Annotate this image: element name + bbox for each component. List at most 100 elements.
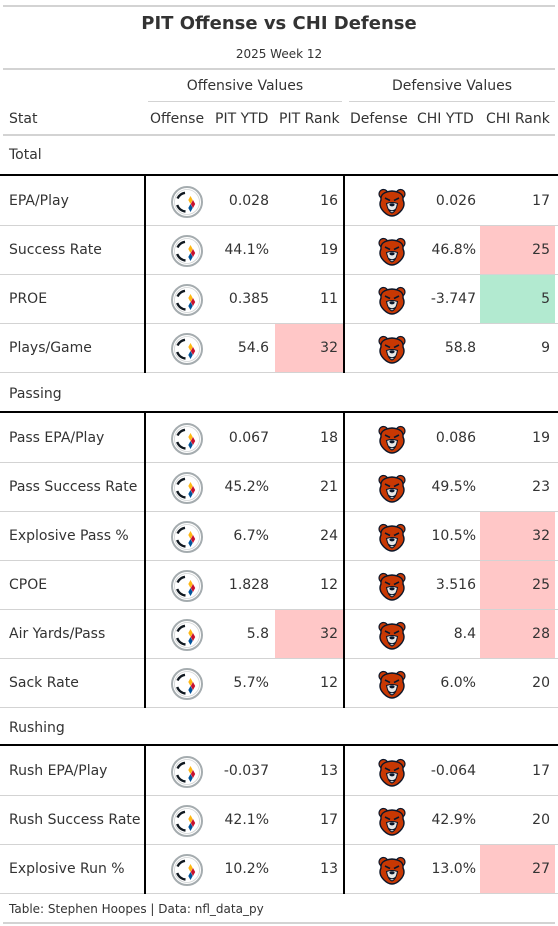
pit-rank-value: 12 bbox=[320, 675, 338, 691]
chi-rank-value: 9 bbox=[541, 340, 550, 356]
table-row: Plays/Game 54.6 32 58.8 9 bbox=[0, 324, 558, 373]
pit-rank-value: 32 bbox=[320, 340, 338, 356]
pit-ytd-value: -0.037 bbox=[223, 763, 269, 779]
chi-ytd-value: 8.4 bbox=[453, 626, 476, 642]
chi-rank-value: 17 bbox=[532, 193, 550, 209]
column-header-chi-ytd: CHI YTD bbox=[417, 111, 474, 127]
steelers-logo-icon bbox=[171, 805, 203, 837]
chi-rank-value: 17 bbox=[532, 763, 550, 779]
chi-rank-value: 20 bbox=[532, 675, 550, 691]
chi-ytd-value: -3.747 bbox=[430, 291, 476, 307]
column-header-pit-rank: PIT Rank bbox=[279, 111, 340, 127]
stat-name: Rush Success Rate bbox=[9, 812, 141, 828]
stat-name: Pass EPA/Play bbox=[9, 430, 105, 446]
chi-rank-highlight bbox=[480, 845, 555, 893]
bears-logo-icon bbox=[378, 237, 406, 266]
column-header-rule bbox=[3, 134, 555, 136]
chi-ytd-value: 58.8 bbox=[444, 340, 476, 356]
chi-rank-value: 23 bbox=[532, 479, 550, 495]
pit-ytd-value: 42.1% bbox=[224, 812, 269, 828]
bears-logo-icon bbox=[378, 670, 406, 699]
pit-rank-highlight bbox=[275, 610, 343, 658]
steelers-logo-icon bbox=[171, 570, 203, 602]
chi-ytd-value: -0.064 bbox=[430, 763, 476, 779]
table-title: PIT Offense vs CHI Defense bbox=[141, 13, 417, 34]
stat-name: Air Yards/Pass bbox=[9, 626, 106, 642]
pit-ytd-value: 44.1% bbox=[224, 242, 269, 258]
pit-rank-value: 21 bbox=[320, 479, 338, 495]
bears-logo-icon bbox=[378, 572, 406, 601]
row-divider bbox=[0, 511, 558, 512]
steelers-logo-icon bbox=[171, 284, 203, 316]
pit-ytd-value: 5.8 bbox=[246, 626, 269, 642]
bears-logo-icon bbox=[378, 425, 406, 454]
stat-name: Sack Rate bbox=[9, 675, 79, 691]
pit-rank-value: 11 bbox=[320, 291, 338, 307]
chi-rank-value: 25 bbox=[532, 577, 550, 593]
table-row: EPA/Play 0.028 16 0.026 17 bbox=[0, 177, 558, 226]
steelers-logo-icon bbox=[171, 521, 203, 553]
pit-rank-value: 24 bbox=[320, 528, 338, 544]
chi-rank-highlight bbox=[480, 561, 555, 609]
chi-ytd-value: 10.5% bbox=[431, 528, 476, 544]
pit-rank-value: 16 bbox=[320, 193, 338, 209]
row-divider bbox=[0, 462, 558, 463]
defense-column-border bbox=[343, 411, 345, 708]
group-label-passing: Passing bbox=[9, 386, 62, 402]
pit-rank-value: 19 bbox=[320, 242, 338, 258]
table-row: Sack Rate 5.7% 12 6.0% 20 bbox=[0, 659, 558, 708]
pit-ytd-value: 5.7% bbox=[233, 675, 269, 691]
group-label-total: Total bbox=[9, 147, 42, 163]
pit-ytd-value: 1.828 bbox=[228, 577, 269, 593]
pit-rank-highlight bbox=[275, 324, 343, 372]
stat-name: CPOE bbox=[9, 577, 48, 593]
table-subtitle: 2025 Week 12 bbox=[235, 47, 323, 61]
table-row: Pass Success Rate 45.2% 21 49.5% 23 bbox=[0, 463, 558, 512]
steelers-logo-icon bbox=[171, 333, 203, 365]
chi-ytd-value: 3.516 bbox=[435, 577, 476, 593]
group-top-rule bbox=[0, 411, 558, 413]
bottom-rule bbox=[3, 922, 555, 924]
bears-logo-icon bbox=[378, 758, 406, 787]
bears-logo-icon bbox=[378, 807, 406, 836]
chi-ytd-value: 13.0% bbox=[431, 861, 476, 877]
steelers-logo-icon bbox=[171, 619, 203, 651]
chi-rank-value: 19 bbox=[532, 430, 550, 446]
column-header-stat: Stat bbox=[9, 111, 38, 127]
pit-ytd-value: 0.028 bbox=[228, 193, 269, 209]
chi-rank-value: 28 bbox=[532, 626, 550, 642]
column-header-defense: Defense bbox=[350, 111, 408, 127]
bears-logo-icon bbox=[378, 335, 406, 364]
bears-logo-icon bbox=[378, 621, 406, 650]
chi-rank-value: 20 bbox=[532, 812, 550, 828]
table-row: Rush EPA/Play -0.037 13 -0.064 17 bbox=[0, 747, 558, 796]
stat-name: EPA/Play bbox=[9, 193, 69, 209]
steelers-logo-icon bbox=[171, 423, 203, 455]
pit-rank-value: 17 bbox=[320, 812, 338, 828]
chi-ytd-value: 49.5% bbox=[431, 479, 476, 495]
row-divider bbox=[0, 225, 558, 226]
stat-name: Explosive Run % bbox=[9, 861, 125, 877]
table-row: Rush Success Rate 42.1% 17 42.9% 20 bbox=[0, 796, 558, 845]
column-header-pit-ytd: PIT YTD bbox=[215, 111, 269, 127]
table-footer: Table: Stephen Hoopes | Data: nfl_data_p… bbox=[9, 902, 264, 916]
chi-ytd-value: 42.9% bbox=[431, 812, 476, 828]
group-top-rule bbox=[0, 174, 558, 176]
offensive-spanner-rule bbox=[148, 101, 342, 102]
top-rule bbox=[3, 5, 555, 7]
column-header-chi-rank: CHI Rank bbox=[486, 111, 550, 127]
pit-ytd-value: 45.2% bbox=[224, 479, 269, 495]
offensive-values-spanner: Offensive Values bbox=[186, 78, 304, 94]
pit-ytd-value: 6.7% bbox=[233, 528, 269, 544]
offense-column-border bbox=[144, 174, 146, 373]
chi-rank-highlight bbox=[480, 610, 555, 658]
pit-rank-value: 18 bbox=[320, 430, 338, 446]
defense-column-border bbox=[343, 174, 345, 373]
bears-logo-icon bbox=[378, 474, 406, 503]
row-divider bbox=[0, 323, 558, 324]
pit-ytd-value: 10.2% bbox=[224, 861, 269, 877]
row-divider bbox=[0, 658, 558, 659]
chi-rank-highlight bbox=[480, 275, 555, 323]
row-divider bbox=[0, 560, 558, 561]
